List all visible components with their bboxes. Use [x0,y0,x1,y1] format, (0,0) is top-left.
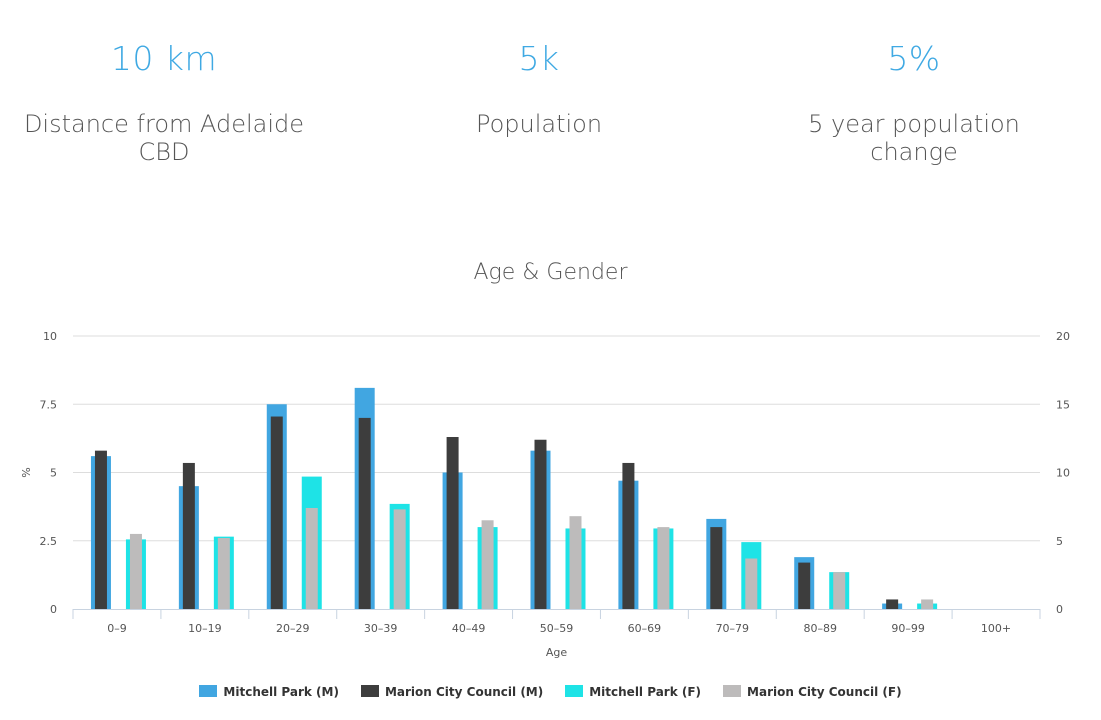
stat-distance-value: 10 km [110,39,218,78]
bar-marion-female [129,533,142,609]
x-tick-label: 70–79 [716,622,750,635]
bar-marion-male [446,437,459,609]
x-tick-label: 0–9 [107,622,127,635]
stat-distance-label: Distance from Adelaide CBD [0,110,334,166]
stat-population-change-value: 5% [887,39,941,78]
y-tick-label: 2.5 [40,535,58,548]
legend-item[interactable]: Mitchell Park (M) [199,684,339,699]
bar-marion-female [921,599,934,609]
bar-marion-male [798,562,811,609]
legend-swatch [360,684,379,697]
y-axis-title: % [20,467,33,477]
stat-distance-label-line: CBD [138,138,190,166]
y-tick-label: 7.5 [40,398,58,411]
stat-population-value: 5k [518,39,560,78]
y2-tick-label: 20 [1056,330,1070,343]
y2-tick-label: 5 [1056,535,1063,548]
legend-swatch [565,684,584,697]
bar-marion-male [886,599,899,609]
legend-swatch [723,684,742,697]
bar-marion-female [305,507,318,609]
bar-marion-male [182,462,195,609]
y-tick-label: 0 [50,603,57,616]
bar-marion-male [710,527,723,609]
y-tick-label: 10 [43,330,57,343]
x-tick-label: 90–99 [891,622,925,635]
bar-marion-male [358,417,371,609]
bar-marion-female [657,527,670,609]
legend-label: Marion City Council (M) [384,684,544,699]
y-tick-label: 5 [50,467,57,480]
chart-legend: Mitchell Park (M) Marion City Council (M)… [0,684,1101,699]
bar-marion-female [393,509,406,609]
stats-row: 10 km Distance from Adelaide CBD 5k Popu… [0,0,1101,200]
bar-marion-male [622,462,635,609]
x-axis-title: Age [546,646,568,659]
x-tick-label: 40–49 [452,622,486,635]
legend-item[interactable]: Mitchell Park (F) [565,684,702,699]
bar-marion-female [745,558,758,609]
x-tick-label: 60–69 [628,622,662,635]
y2-tick-label: 0 [1056,603,1063,616]
bar-marion-female [217,538,230,609]
legend-label: Marion City Council (F) [747,684,902,699]
stat-population-label-line: Population [475,110,603,138]
stat-population-change: 5% 5 year population change [744,36,1084,166]
bar-marion-male [270,416,283,609]
chart-title: Age & Gender [473,260,628,285]
y2-tick-label: 15 [1056,398,1070,411]
stat-population-change-label-line: 5 year population [808,110,1020,138]
bar-marion-female [569,516,582,609]
legend-item[interactable]: Marion City Council (F) [723,684,902,699]
bar-marion-male [534,439,547,609]
stat-population: 5k Population [369,36,709,138]
bar-marion-female [481,520,494,609]
bar-marion-female [833,572,846,609]
legend-label: Mitchell Park (M) [223,684,339,699]
x-tick-label: 20–29 [276,622,310,635]
stat-population-change-label-line: change [870,138,958,166]
stat-population-change-label: 5 year population change [744,110,1084,166]
stat-distance-label-line: Distance from Adelaide [23,110,305,138]
legend-swatch [199,684,218,697]
legend-label: Mitchell Park (F) [589,684,702,699]
y2-tick-label: 10 [1056,467,1070,480]
bar-marion-male [94,450,107,609]
x-tick-label: 50–59 [540,622,574,635]
x-tick-label: 80–89 [803,622,837,635]
stat-population-label: Population [369,110,709,138]
x-tick-label: 100+ [981,622,1011,635]
legend-item[interactable]: Marion City Council (M) [360,684,544,699]
stat-distance: 10 km Distance from Adelaide CBD [0,36,334,166]
x-tick-label: 30–39 [364,622,398,635]
x-tick-label: 10–19 [188,622,222,635]
